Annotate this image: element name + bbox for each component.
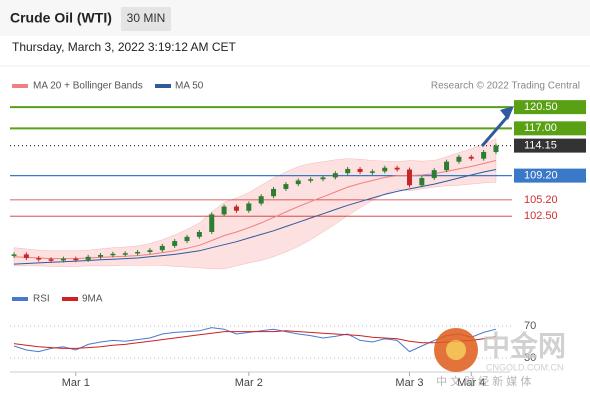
candle <box>159 245 165 251</box>
candle <box>481 151 487 159</box>
interval-button[interactable] <box>121 7 171 31</box>
price-level-box <box>514 168 586 183</box>
y-tick-label: 70 <box>524 320 536 332</box>
annotation-arrowhead <box>500 106 514 120</box>
credit: Research © 2022 Trading Central <box>431 81 580 92</box>
watermark: 中金网 CNGOLD.COM.CN 中 文 财 经 新 媒 体 <box>434 328 566 388</box>
candle <box>295 180 301 185</box>
annotation-arrow <box>480 115 510 147</box>
candle <box>357 168 363 172</box>
series-line <box>13 330 497 349</box>
candle <box>110 253 116 256</box>
price-level-label: 102.50 <box>524 210 558 222</box>
watermark-slogan: 中 文 财 经 新 媒 体 <box>436 374 531 388</box>
candle <box>283 184 289 189</box>
watermark-brand: 中金网 <box>482 329 566 361</box>
candle <box>147 250 153 252</box>
legend-swatch <box>62 297 78 301</box>
price-level-label: 109.20 <box>524 170 558 182</box>
candle <box>419 178 425 186</box>
candle <box>394 167 400 170</box>
legend-swatch <box>12 297 28 301</box>
candle <box>135 251 141 254</box>
x-tick-label: Mar 4 <box>457 377 485 389</box>
x-tick-label: Mar 2 <box>235 377 263 389</box>
candle <box>320 177 326 180</box>
candle <box>184 236 190 242</box>
price-level-label: 117.00 <box>524 122 557 134</box>
title: Crude Oil (WTI) <box>10 10 112 26</box>
plot: 120.50 117.00 114.15 109.20 105.20 102.50 Mar … <box>10 100 586 389</box>
candle <box>246 203 252 211</box>
candle <box>406 169 412 186</box>
bollinger-band <box>13 138 497 270</box>
candle <box>332 173 338 178</box>
candle <box>85 256 91 260</box>
x-tick-label: Mar 3 <box>395 377 423 389</box>
candle <box>98 255 104 257</box>
legend-label: MA 20 + Bollinger Bands <box>33 81 143 92</box>
candle <box>258 196 264 204</box>
candle <box>444 161 450 171</box>
price-level-label: 120.50 <box>524 101 558 113</box>
candle <box>48 259 54 261</box>
candle <box>11 254 17 256</box>
interval[interactable]: 30 MIN <box>127 11 166 25</box>
candle <box>196 231 202 237</box>
candle <box>369 171 375 173</box>
price-level-label: 114.15 <box>524 140 557 152</box>
candle <box>36 258 42 260</box>
series-line <box>13 169 497 265</box>
candle <box>209 214 215 232</box>
candle <box>468 156 474 159</box>
candle <box>271 188 277 197</box>
candle <box>172 241 178 246</box>
y-tick-label: 30 <box>524 352 536 364</box>
series-line <box>13 160 497 260</box>
candle <box>431 170 437 179</box>
candle <box>23 254 29 259</box>
legend-swatch <box>155 84 171 88</box>
header-bar <box>0 0 590 36</box>
legend-label: MA 50 <box>175 81 204 92</box>
candle <box>308 179 314 181</box>
legend-swatch <box>12 84 28 88</box>
candle <box>456 156 462 162</box>
price-level-box <box>514 138 586 153</box>
candle <box>382 167 388 172</box>
candle <box>221 206 227 215</box>
candle <box>493 145 499 152</box>
candle <box>60 258 66 261</box>
candle <box>345 168 351 174</box>
price-level-box <box>514 100 586 115</box>
candle <box>122 253 128 255</box>
watermark-logo <box>446 340 466 360</box>
legend-label: 9MA <box>82 294 103 305</box>
price-level-box <box>514 121 586 136</box>
timestamp: Thursday, March 3, 2022 3:19:12 AM CET <box>12 40 237 54</box>
x-tick-label: Mar 1 <box>62 377 90 389</box>
watermark-site: CNGOLD.COM.CN <box>486 362 564 372</box>
price-level-label: 105.20 <box>524 194 558 206</box>
legend-label: RSI <box>33 294 50 305</box>
candle <box>73 258 79 261</box>
candle <box>233 206 239 211</box>
